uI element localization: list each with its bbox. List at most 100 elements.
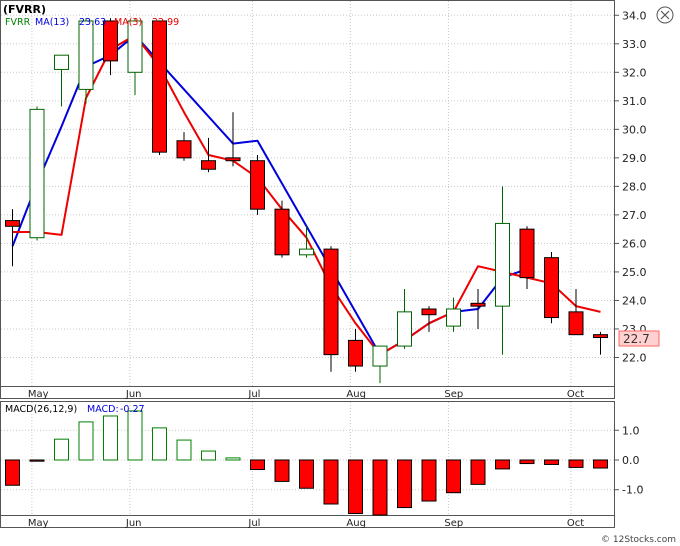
candle — [78, 18, 94, 104]
macd-value: -0.27 — [120, 404, 145, 415]
candle — [544, 251, 559, 324]
price-y-tick-label: 27.0 — [622, 209, 647, 222]
macd-title: MACD(26,12,9) — [5, 404, 77, 415]
candle-body-down — [544, 257, 559, 319]
price-x-tick-label: Jun — [125, 389, 142, 400]
candle-body-up — [29, 108, 45, 239]
candle — [152, 20, 167, 155]
macd-bar — [250, 459, 265, 471]
candle — [127, 18, 143, 96]
price-y-tick-label: 24.0 — [622, 294, 647, 307]
macd-y-tick-label: 1.0 — [622, 424, 640, 437]
macd-bar — [274, 459, 290, 482]
price-y-tick-label: 32.0 — [622, 66, 647, 79]
candle-body-down — [593, 334, 608, 339]
ma13-line — [11, 34, 528, 356]
candle-body-down — [274, 208, 290, 256]
macd-bar-layer — [5, 410, 608, 516]
candle — [348, 328, 363, 372]
price-xaxis-strip — [0, 386, 615, 399]
macd-bar — [568, 459, 584, 468]
candle — [421, 306, 437, 332]
legend-ticker: FVRR — [5, 17, 31, 28]
macd-bar — [152, 427, 167, 461]
candle-body-up — [127, 20, 143, 73]
candle-body-down — [5, 220, 20, 227]
candle — [299, 226, 314, 258]
macd-x-tick-label: May — [28, 518, 49, 529]
ma13-line-layer — [11, 34, 528, 356]
candle — [5, 209, 20, 267]
candle-body-down — [176, 140, 192, 159]
macd-bar — [323, 459, 339, 505]
price-y-tick-label: 26.0 — [622, 237, 647, 250]
price-x-tick-label: Oct — [567, 389, 584, 400]
candle — [593, 331, 608, 355]
legend-ma3-value: 22.99 — [152, 17, 179, 28]
price-x-tick-label: Sep — [444, 389, 463, 400]
candle — [225, 112, 241, 167]
macd-x-tick-label: Aug — [346, 518, 366, 529]
last-price-marker — [618, 330, 660, 347]
candle — [495, 186, 510, 355]
candle-body-up — [78, 20, 94, 90]
candle — [201, 137, 216, 173]
price-y-tick-label: 29.0 — [622, 152, 647, 165]
macd-bar — [519, 459, 535, 465]
macd-bar — [176, 439, 192, 461]
candle — [470, 289, 486, 329]
candle-body-up — [397, 311, 412, 347]
macd-bar — [201, 450, 216, 461]
candle — [29, 106, 45, 241]
candle — [176, 132, 192, 161]
macd-bar — [29, 459, 45, 462]
price-y-tick-label: 28.0 — [622, 180, 647, 193]
macd-bar — [593, 459, 608, 469]
candle — [397, 289, 412, 349]
candle — [250, 155, 265, 215]
candle-body-down — [103, 20, 118, 62]
macd-bar — [5, 459, 20, 486]
macd-bar — [495, 459, 510, 470]
price-y-tick-label: 31.0 — [622, 95, 647, 108]
macd-y-tick-label: -1.0 — [622, 484, 643, 497]
macd-bar — [397, 459, 412, 509]
price-y-tick-label: 22.0 — [622, 351, 647, 364]
candle — [446, 297, 461, 332]
macd-bar — [470, 459, 486, 485]
candle-body-down — [348, 339, 363, 367]
candle — [54, 54, 69, 107]
macd-bar — [372, 459, 388, 516]
candle-body-down — [152, 20, 167, 153]
legend-ma13-value: 23.63 — [79, 17, 106, 28]
candle — [568, 289, 584, 336]
candle-body-down — [250, 160, 265, 210]
macd-bar — [446, 459, 461, 494]
macd-bar — [54, 438, 69, 461]
price-y-tick-label: 25.0 — [622, 266, 647, 279]
macd-bar — [127, 410, 143, 461]
candlestick-layer — [5, 18, 608, 384]
candle-body-down — [470, 302, 486, 307]
price-y-tick-label: 33.0 — [622, 38, 647, 51]
candle-body-up — [372, 345, 388, 367]
legend-ma3-label: MA(3) — [114, 17, 142, 28]
price-x-tick-label: Aug — [346, 389, 366, 400]
candle-body-up — [495, 222, 510, 307]
candle-body-up — [54, 54, 69, 70]
watermark: © 12Stocks.com — [601, 535, 676, 545]
legend-ma13-label: MA(13) — [35, 17, 69, 28]
price-y-axis: 34.0 33.0 32.0 31.0 30.0 29.0 28.0 27.0 26.0 25.0… — [614, 9, 647, 364]
chart-settings-icon-glyph — [660, 10, 670, 20]
macd-x-tick-label: Oct — [567, 518, 584, 529]
candle — [274, 200, 290, 258]
candle — [372, 345, 388, 384]
candle-body-down — [421, 308, 437, 316]
macd-xaxis-strip — [0, 515, 615, 528]
macd-x-tick-label: Jun — [125, 518, 142, 529]
macd-x-tick-label: Jul — [247, 518, 260, 529]
candle-body-down — [519, 228, 535, 279]
macd-bar — [421, 459, 437, 502]
